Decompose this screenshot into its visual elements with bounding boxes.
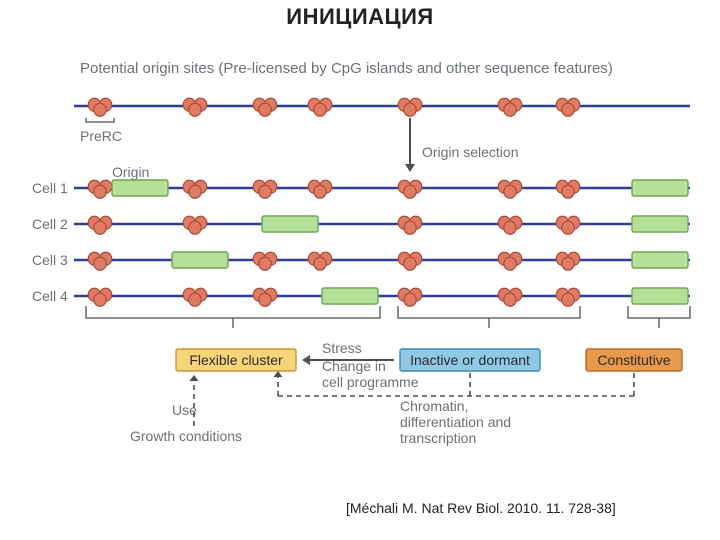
origin-box (172, 252, 228, 268)
diagram-svg: Flexible cluster Inactive or dormant Const… (0, 0, 720, 540)
prerc-complex (88, 252, 112, 270)
prerc-complex (253, 98, 277, 116)
prerc-complex (253, 252, 277, 270)
column-bracket (398, 306, 580, 318)
prerc-complex (183, 288, 207, 306)
prerc-complex (183, 180, 207, 198)
constitutive-box-label: Constitutive (597, 352, 670, 368)
origin-box (632, 252, 688, 268)
prerc-complex (556, 252, 580, 270)
prerc-complex (88, 98, 112, 116)
prerc-complex (556, 98, 580, 116)
prerc-complex (183, 98, 207, 116)
origin-box (632, 216, 688, 232)
origin-box (632, 288, 688, 304)
origin-box (632, 180, 688, 196)
prerc-complex (498, 288, 522, 306)
origin-box (112, 180, 168, 196)
prerc-complex (253, 180, 277, 198)
origin-box (322, 288, 378, 304)
prerc-complex (498, 216, 522, 234)
column-bracket (628, 306, 690, 318)
prerc-complex (498, 98, 522, 116)
arrowhead-left (302, 355, 310, 365)
origin-box (262, 216, 318, 232)
prerc-complex (308, 252, 332, 270)
prerc-complex (398, 180, 422, 198)
prerc-complex (308, 98, 332, 116)
prerc-complex (398, 288, 422, 306)
prerc-complex (88, 216, 112, 234)
prerc-complex (498, 252, 522, 270)
chromatin-arrowhead (274, 371, 283, 377)
inactive-box-label: Inactive or dormant (410, 352, 530, 368)
flexible-cluster-box-label: Flexible cluster (189, 352, 283, 368)
prerc-complex (398, 252, 422, 270)
prerc-complex (398, 98, 422, 116)
prerc-bracket (86, 118, 114, 122)
prerc-complex (88, 180, 112, 198)
prerc-complex (556, 180, 580, 198)
prerc-complex (183, 216, 207, 234)
prerc-complex (88, 288, 112, 306)
arrowhead-down (405, 164, 415, 172)
prerc-complex (398, 216, 422, 234)
prerc-complex (308, 180, 332, 198)
prerc-complex (498, 180, 522, 198)
prerc-complex (556, 288, 580, 306)
diagram-stage: ИНИЦИАЦИЯ Potential origin sites (Pre-li… (0, 0, 720, 540)
prerc-complex (253, 288, 277, 306)
prerc-complex (556, 216, 580, 234)
column-bracket (86, 306, 380, 318)
